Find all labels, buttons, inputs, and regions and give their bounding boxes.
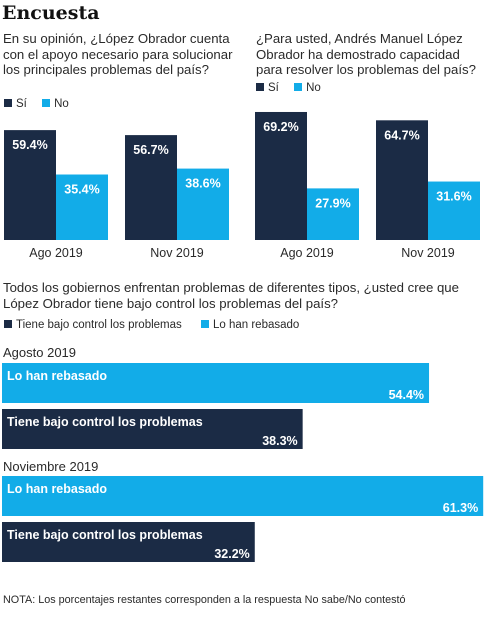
chart3-value-1-0: 61.3% <box>443 501 478 515</box>
chart3-legend-rebasado: Lo han rebasado <box>200 319 299 331</box>
chart1-bar-si-1 <box>125 135 177 240</box>
chart3-bar-0-0 <box>2 363 430 403</box>
chart1-value-no-1: 38.6% <box>185 177 220 191</box>
chart3-group-label-aug: Agosto 2019 <box>3 345 77 360</box>
chart2-value-si-0: 69.2% <box>263 120 298 134</box>
chart3-bar-1-1 <box>2 522 255 562</box>
chart1-category-1: Nov 2019 <box>150 246 204 260</box>
chart3-legend-control: Tiene bajo control los problemas <box>4 319 182 331</box>
chart3-legend: Tiene bajo control los problemas Lo han … <box>4 319 311 331</box>
chart3-value-0-1: 38.3% <box>262 434 297 448</box>
chart2-category-0: Ago 2019 <box>280 246 334 260</box>
chart3-value-0-0: 54.4% <box>389 388 424 402</box>
chart1-category-0: Ago 2019 <box>29 246 83 260</box>
chart3-bar-1-0 <box>2 476 484 516</box>
chart2-category-1: Nov 2019 <box>401 246 455 260</box>
chart2-bar-si-0 <box>255 111 307 240</box>
chart2-bar-no-1 <box>428 181 480 240</box>
chart2-bar-si-1 <box>376 120 428 240</box>
chart1-legend-si: Sí <box>4 98 27 110</box>
chart2-legend-no: No <box>294 82 321 94</box>
chart1-value-si-0: 59.4% <box>12 138 47 152</box>
chart1-legend: Sí No <box>4 98 81 110</box>
chart1-question: En su opinión, ¿López Obrador cuenta con… <box>3 31 233 77</box>
chart2-legend: Sí No <box>256 82 333 94</box>
chart2-value-no-0: 27.9% <box>315 196 350 210</box>
chart3-group-label-nov: Noviembre 2019 <box>3 459 99 474</box>
chart2-question: ¿Para usted, Andrés Manuel López Obrador… <box>256 31 476 77</box>
chart1-bar-no-1 <box>177 168 229 240</box>
footnote: NOTA: Los porcentajes restantes correspo… <box>3 594 406 606</box>
chart1-bar-si-0 <box>4 130 56 240</box>
chart2-value-si-1: 64.7% <box>384 128 419 142</box>
chart2-bar-no-0 <box>307 188 359 240</box>
chart3-bar-name-0-1: Tiene bajo control los problemas <box>7 415 203 429</box>
chart3-value-1-1: 32.2% <box>214 547 249 561</box>
chart2-value-no-1: 31.6% <box>436 190 471 204</box>
chart1-value-si-1: 56.7% <box>133 143 168 157</box>
chart3-bar-name-0-0: Lo han rebasado <box>7 369 107 383</box>
chart1-value-no-0: 35.4% <box>64 183 99 197</box>
chart3-bar-name-1-0: Lo han rebasado <box>7 482 107 496</box>
chart3-bar-0-1 <box>2 409 303 449</box>
chart1-legend-no: No <box>42 98 69 110</box>
chart3-question: Todos los gobiernos enfrentan problemas … <box>3 280 459 311</box>
chart3-bar-name-1-1: Tiene bajo control los problemas <box>7 528 203 542</box>
page-title: Encuesta <box>2 2 100 24</box>
chart1-bar-no-0 <box>56 174 108 240</box>
chart2-legend-si: Sí <box>256 82 279 94</box>
